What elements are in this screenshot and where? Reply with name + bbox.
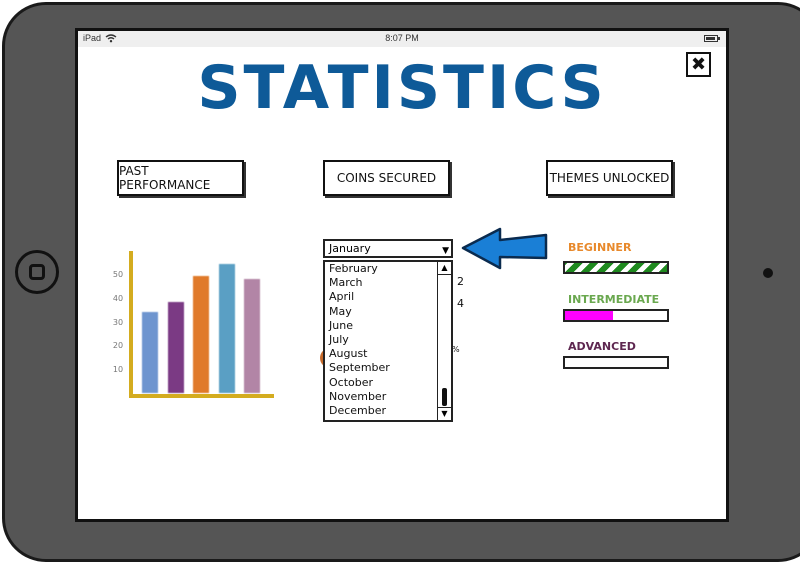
tab-coins-secured[interactable]: COINS SECURED: [323, 160, 450, 196]
carrier-label: iPad: [83, 33, 102, 43]
level-label: BEGINNER: [568, 241, 632, 254]
chart-bar: [244, 278, 260, 393]
y-tick-label: 40: [112, 293, 124, 303]
page-title: STATISTICS: [197, 53, 607, 123]
month-option[interactable]: November: [329, 389, 387, 403]
scroll-up-icon[interactable]: ▲: [438, 262, 451, 275]
y-tick-label: 20: [112, 341, 124, 351]
level-label: ADVANCED: [568, 340, 636, 353]
month-option[interactable]: February: [329, 262, 378, 275]
hidden-value-fragment: %: [452, 345, 460, 354]
home-button[interactable]: [15, 250, 59, 294]
close-icon: ✖: [690, 54, 707, 75]
month-select[interactable]: January ▼: [323, 239, 453, 258]
performance-chart: 10 20 30 40 50: [108, 246, 278, 406]
arrow-left-icon: [461, 227, 548, 270]
level-progress-bar: [563, 356, 669, 369]
month-dropdown[interactable]: January ▼ February March April May June July A…: [323, 239, 453, 422]
screen: iPad 8:07 PM ✖ STATISTICS PAST PERFORMAN…: [75, 28, 729, 522]
wifi-icon: [105, 33, 117, 42]
y-tick-label: 10: [112, 365, 124, 375]
level-progress-fill: [565, 263, 667, 272]
month-option[interactable]: June: [329, 318, 353, 332]
level-progress-bar: [563, 309, 669, 322]
month-option[interactable]: May: [329, 304, 352, 318]
battery-icon: [704, 35, 720, 42]
month-option[interactable]: December: [329, 404, 387, 418]
chart-bar: [142, 311, 158, 393]
status-bar: iPad 8:07 PM: [78, 31, 726, 47]
chart-bar: [193, 276, 209, 393]
tab-themes-unlocked[interactable]: THEMES UNLOCKED: [546, 160, 673, 196]
hidden-value-fragment: 2: [457, 275, 464, 288]
month-option[interactable]: September: [329, 361, 390, 375]
status-time: 8:07 PM: [385, 33, 419, 43]
month-option[interactable]: July: [329, 333, 349, 347]
camera-dot: [763, 268, 773, 278]
scroll-thumb[interactable]: [442, 388, 447, 406]
level-label: INTERMEDIATE: [568, 293, 660, 306]
tab-past-performance[interactable]: PAST PERFORMANCE: [117, 160, 244, 196]
caret-down-icon[interactable]: ▼: [442, 246, 449, 256]
month-option[interactable]: March: [329, 276, 363, 290]
hidden-value-fragment: 4: [457, 297, 464, 310]
selected-month: January: [329, 242, 371, 255]
y-tick-label: 50: [112, 269, 124, 279]
chart-bar: [167, 302, 184, 393]
scrollbar[interactable]: ▲ ▼: [437, 262, 451, 420]
close-button[interactable]: ✖: [686, 52, 711, 77]
month-option[interactable]: August: [329, 347, 368, 361]
y-axis: [129, 251, 133, 395]
scroll-down-icon[interactable]: ▼: [438, 407, 451, 420]
y-tick-label: 30: [112, 317, 124, 327]
month-option[interactable]: October: [329, 375, 374, 389]
month-options-list[interactable]: February March April May June July August Septe…: [323, 260, 453, 422]
level-progress-bar: [563, 261, 669, 274]
x-axis: [129, 394, 274, 398]
month-option[interactable]: April: [329, 290, 355, 304]
chart-bar: [218, 264, 235, 393]
level-progress-fill: [565, 311, 613, 320]
